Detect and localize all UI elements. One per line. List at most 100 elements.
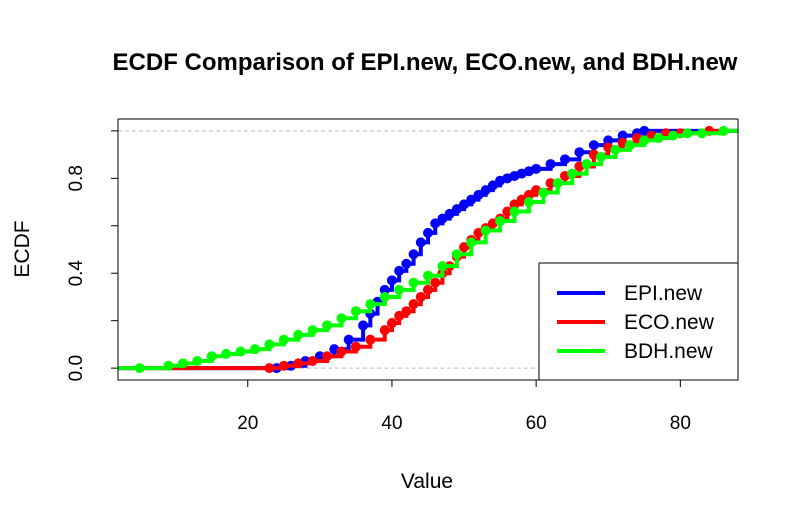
x-tick-label: 80 [670, 413, 691, 434]
ecdf-point [350, 341, 361, 352]
ecdf-point [552, 178, 563, 189]
ecdf-point [451, 249, 462, 260]
ecdf-point [559, 154, 570, 165]
ecdf-point [617, 130, 628, 141]
ecdf-point [682, 128, 693, 139]
ecdf-point [423, 270, 433, 281]
ecdf-point [480, 185, 491, 196]
ecdf-point [336, 313, 347, 324]
y-axis: 0.0 0.4 0.8 [66, 130, 119, 381]
ecdf-point [134, 363, 145, 374]
ecdf-point [466, 194, 477, 205]
ecdf-point [235, 346, 246, 357]
ecdf-point [343, 334, 354, 345]
ecdf-point [581, 159, 592, 170]
ecdf-point [653, 132, 664, 143]
ecdf-point [451, 204, 462, 215]
ecdf-point [322, 351, 333, 362]
ecdf-point [459, 242, 470, 253]
ecdf-point [495, 216, 506, 227]
ecdf-point [466, 237, 477, 248]
ecdf-point [163, 360, 174, 371]
ecdf-point [610, 144, 621, 155]
ecdf-point [473, 189, 484, 200]
ecdf-point [603, 135, 614, 146]
ecdf-point [639, 125, 650, 136]
ecdf-point [430, 218, 441, 229]
ecdf-point [696, 128, 707, 139]
ecdf-point [430, 277, 441, 288]
ecdf-point [523, 197, 534, 208]
reference-lines [118, 130, 738, 369]
ecdf-point [365, 299, 376, 310]
ecdf-point [545, 159, 556, 170]
ecdf-point [192, 356, 203, 367]
x-tick-label: 40 [381, 413, 402, 434]
ecdf-point [502, 206, 513, 217]
ecdf-point [624, 140, 635, 151]
ecdf-point [249, 344, 260, 355]
chart-title: ECDF Comparison of EPI.new, ECO.new, and… [113, 49, 738, 76]
ecdf-point [538, 187, 549, 198]
ecdf-point [386, 318, 397, 329]
legend-label: ECO.new [624, 311, 715, 334]
ecdf-point [206, 351, 217, 362]
ecdf-point [437, 261, 448, 272]
ecdf-point [379, 284, 390, 295]
ecdf-point [415, 237, 426, 248]
series-epi-new [118, 125, 738, 374]
ecdf-point [423, 227, 433, 238]
ecdf-point [668, 130, 679, 141]
ecdf-point [358, 320, 369, 331]
ecdf-point [307, 356, 318, 367]
ecdf-point [408, 249, 419, 260]
ecdf-point [177, 358, 188, 369]
ecdf-point [531, 163, 542, 174]
y-axis-label: ECDF [11, 220, 34, 277]
x-axis-label: Value [401, 470, 453, 493]
x-axis: 20 40 60 80 [237, 379, 691, 434]
ecdf-point [379, 291, 390, 302]
ecdf-point [639, 135, 650, 146]
ecdf-point [394, 284, 405, 295]
ecdf-point [293, 358, 304, 369]
ecdf-point [480, 225, 491, 236]
y-tick-label: 0.0 [66, 355, 87, 381]
ecdf-point [278, 334, 289, 345]
ecdf-point [408, 277, 419, 288]
ecdf-point [307, 325, 318, 336]
ecdf-point [278, 360, 289, 371]
ecdf-point [394, 310, 405, 321]
ecdf-point [718, 125, 729, 136]
ecdf-point [523, 189, 534, 200]
ecdf-point [567, 168, 578, 179]
ecdf-point [437, 213, 448, 224]
ecdf-point [459, 199, 470, 210]
ecdf-point [379, 325, 390, 336]
ecdf-point [423, 284, 433, 295]
ecdf-point [444, 208, 455, 219]
ecdf-point [509, 199, 520, 210]
x-tick-label: 60 [526, 413, 547, 434]
y-tick-label: 0.8 [66, 165, 87, 191]
ecdf-point [350, 306, 361, 317]
ecdf-point [401, 306, 412, 317]
legend-label: BDH.new [624, 340, 714, 363]
ecdf-point [336, 346, 347, 357]
ecdf-point [574, 147, 585, 158]
ecdf-point [487, 180, 498, 191]
ecdf-point [322, 320, 333, 331]
ecdf-point [545, 178, 556, 189]
legend-label: EPI.new [624, 282, 703, 305]
ecdf-point [596, 151, 607, 162]
ecdf-point [264, 363, 275, 374]
legend: EPI.new ECO.new BDH.new [538, 262, 739, 381]
x-tick-label: 20 [237, 413, 258, 434]
series-layer [118, 125, 738, 374]
ecdf-point [221, 348, 232, 359]
ecdf-point [386, 275, 397, 286]
ecdf-point [394, 265, 405, 276]
series-bdh-new [118, 125, 738, 374]
ecdf-point [588, 140, 599, 151]
